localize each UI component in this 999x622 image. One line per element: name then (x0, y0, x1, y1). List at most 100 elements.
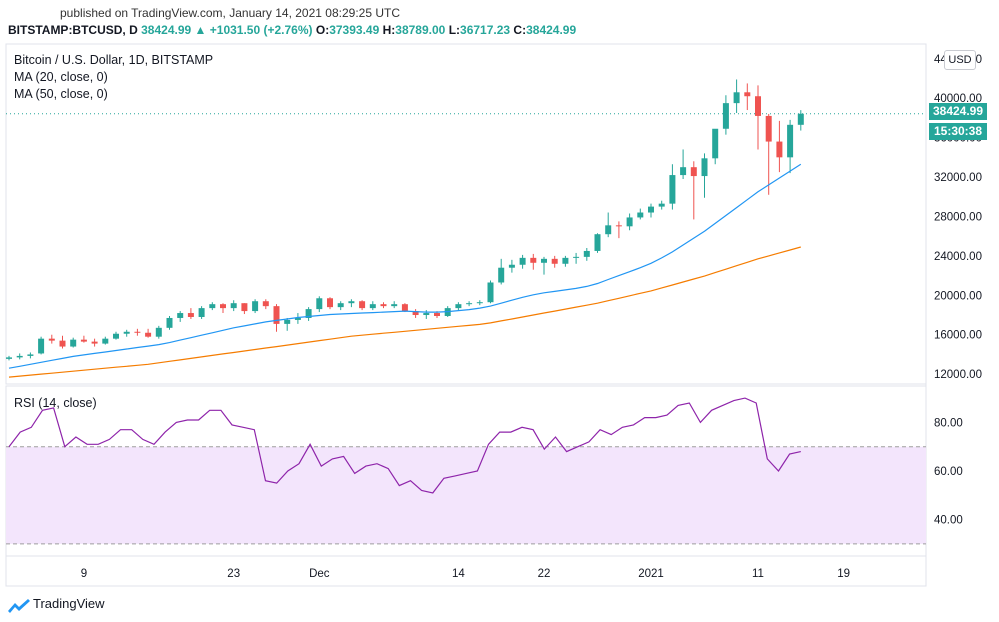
candle-body (145, 332, 152, 337)
ma50-line (8, 246, 801, 378)
candle-body (466, 303, 473, 305)
candle (134, 328, 141, 336)
candle (337, 301, 344, 311)
candle (123, 329, 130, 337)
candle-body (294, 317, 301, 320)
candle-body (412, 311, 419, 316)
candle-body (209, 304, 216, 309)
candle (583, 248, 590, 261)
low-label: L: (448, 23, 461, 37)
candle-body (27, 354, 34, 356)
candle-body (134, 331, 141, 333)
candle-body (733, 92, 740, 104)
candle-body (177, 313, 184, 318)
candle-body (198, 308, 205, 317)
ma50-legend: MA (50, close, 0) (14, 87, 108, 101)
high-value: 38789.00 (395, 23, 446, 37)
candle (113, 331, 119, 340)
candle-body (337, 303, 344, 308)
high-label: H: (382, 23, 396, 37)
candle-body (519, 257, 526, 265)
candle (690, 161, 697, 220)
candle-body (701, 158, 708, 177)
change-value: +1031.50 (+2.76%) (209, 23, 313, 37)
candle-body (637, 212, 644, 218)
candle-body (455, 304, 462, 309)
ma20-line (8, 163, 802, 369)
candle-body (583, 250, 590, 257)
candle (787, 119, 794, 174)
currency-badge[interactable]: USD (944, 50, 976, 70)
chart-title: Bitcoin / U.S. Dollar, 1D, BITSTAMP (14, 53, 214, 67)
candle (605, 212, 612, 238)
last-price-tag: 38424.99 (929, 103, 987, 120)
candle-body (476, 302, 483, 304)
candle (637, 208, 644, 220)
candle (755, 85, 761, 150)
candles (6, 79, 804, 361)
candle-body (348, 301, 355, 304)
candle-body (391, 304, 398, 307)
rsi-line (8, 397, 801, 494)
rsi-tick-label: 60.00 (934, 466, 963, 478)
ohlc-header: BITSTAMP:BTCUSD, D 38424.99 ▲ +1031.50 (… (8, 23, 576, 37)
ma20-legend: MA (20, close, 0) (14, 70, 108, 84)
candle (626, 213, 633, 231)
candle (48, 334, 55, 344)
candle (722, 95, 729, 135)
candle-body (241, 303, 248, 312)
candle-body (252, 301, 259, 312)
rsi-band (6, 446, 926, 545)
candle (348, 299, 355, 308)
candle (380, 302, 387, 309)
date-tick-label: 14 (452, 568, 465, 580)
candle-body (305, 309, 312, 318)
price-tick-label: 24000.00 (934, 251, 982, 263)
candle (273, 304, 280, 332)
candle (776, 120, 783, 173)
candle (508, 259, 515, 273)
candle-body (230, 303, 237, 309)
candle (220, 303, 226, 314)
candle-body (38, 338, 45, 354)
open-label: O: (315, 23, 330, 37)
footer-brand[interactable]: TradingView (33, 596, 105, 611)
price-tick-label: 20000.00 (934, 290, 982, 302)
candle (615, 221, 622, 239)
candle (59, 335, 66, 349)
candle-body (423, 313, 430, 316)
tradingview-logo-icon[interactable] (6, 595, 146, 615)
candle (38, 336, 45, 355)
candle-body (401, 304, 408, 312)
candle-body (797, 113, 804, 125)
candle-body (658, 203, 665, 207)
candle (27, 352, 34, 359)
candle-body (187, 313, 194, 317)
close-value: 38424.99 (526, 23, 577, 37)
candle (294, 313, 301, 324)
candle-body (669, 175, 676, 204)
candle-body (70, 339, 77, 347)
candle-body (562, 257, 569, 264)
candle (797, 110, 804, 131)
candle-body (776, 141, 783, 158)
candle-body (787, 124, 794, 158)
candle (284, 317, 291, 331)
candle-body (615, 225, 622, 227)
candle (573, 252, 580, 264)
candle-body (102, 338, 109, 344)
date-tick-label: 23 (227, 568, 240, 580)
candle (541, 256, 547, 275)
candle (262, 299, 269, 310)
date-tick-label: 11 (752, 568, 764, 580)
candle-body (155, 327, 162, 337)
candle (155, 325, 162, 339)
candle-body (765, 115, 772, 142)
date-tick-label: 19 (837, 568, 850, 580)
candle-body (744, 92, 751, 97)
candle (316, 296, 323, 313)
candle (6, 355, 12, 361)
candle (733, 79, 740, 113)
candle (551, 255, 558, 268)
